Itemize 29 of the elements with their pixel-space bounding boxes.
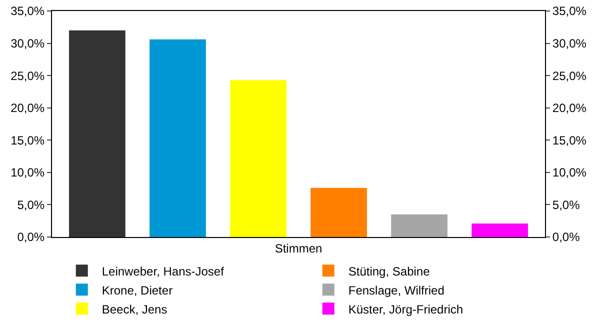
y-tick-label: 5,0%	[17, 198, 45, 212]
text: 5,0%	[552, 198, 580, 212]
text: 35,0%	[552, 4, 586, 18]
y-tick-label: 20,0%	[10, 101, 45, 116]
x-tick-label: Stimmen	[274, 241, 322, 256]
bar	[230, 80, 286, 237]
bar	[150, 39, 206, 237]
text: 10,0%	[552, 166, 586, 180]
legend-label: Fenslage, Wilfried	[348, 283, 444, 298]
legend-label: Küster, Jörg-Friedrich	[348, 302, 464, 316]
bar	[310, 188, 367, 237]
y-tick-label: 35,0%	[10, 4, 45, 18]
text: 15,0%	[552, 133, 586, 148]
text: 25,0%	[552, 68, 586, 83]
y-tick-label: 30,0%	[10, 36, 45, 50]
legend-label: Krone, Dieter	[102, 283, 173, 298]
bar	[69, 30, 126, 237]
text: 0,0%	[552, 230, 580, 244]
legend-label: Leinweber, Hans-Josef	[102, 264, 225, 278]
text: 20,0%	[552, 101, 586, 116]
legend-label: Beeck, Jens	[102, 302, 168, 316]
y-tick-label: 0,0%	[17, 230, 45, 244]
legend-label: Stüting, Sabine	[348, 264, 430, 278]
y-tick-label: 10,0%	[10, 166, 45, 180]
bar	[472, 223, 528, 237]
text: 30,0%	[552, 36, 586, 50]
y-tick-label: 15,0%	[10, 133, 45, 148]
y-tick-label: 25,0%	[10, 68, 45, 83]
bar	[391, 214, 448, 237]
